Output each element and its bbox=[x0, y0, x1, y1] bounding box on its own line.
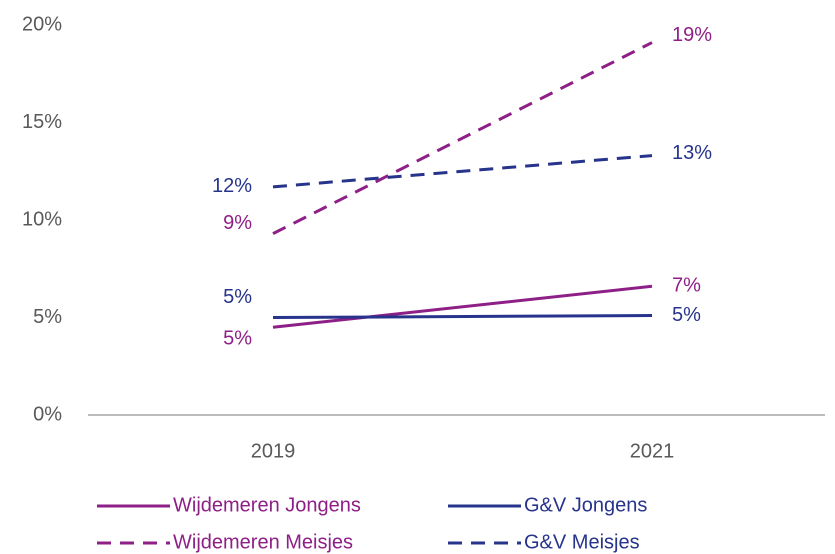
data-label: 5% bbox=[223, 328, 252, 350]
data-label: 5% bbox=[672, 304, 701, 326]
y-tick-label: 0% bbox=[33, 403, 62, 425]
data-label: 19% bbox=[672, 24, 712, 46]
data-label: 9% bbox=[223, 212, 252, 234]
x-tick-label: 2021 bbox=[630, 440, 675, 462]
data-label: 7% bbox=[672, 275, 701, 297]
series-line bbox=[272, 284, 653, 329]
y-tick-label: 15% bbox=[22, 111, 62, 133]
x-tick-label: 2019 bbox=[251, 440, 296, 462]
series-line bbox=[272, 314, 653, 319]
legend-label: Wijdemeren Jongens bbox=[173, 494, 361, 516]
y-tick-label: 10% bbox=[22, 208, 62, 230]
y-tick-label: 20% bbox=[22, 13, 62, 35]
data-label: 12% bbox=[212, 175, 252, 197]
legend-label: G&V Jongens bbox=[524, 494, 647, 516]
data-label: 5% bbox=[223, 286, 252, 308]
series-line bbox=[272, 41, 653, 235]
series-line bbox=[272, 154, 653, 189]
y-tick-label: 5% bbox=[33, 306, 62, 328]
data-label: 13% bbox=[672, 142, 712, 164]
legend-label: Wijdemeren Meisjes bbox=[173, 531, 353, 553]
legend-label: G&V Meisjes bbox=[524, 531, 640, 553]
